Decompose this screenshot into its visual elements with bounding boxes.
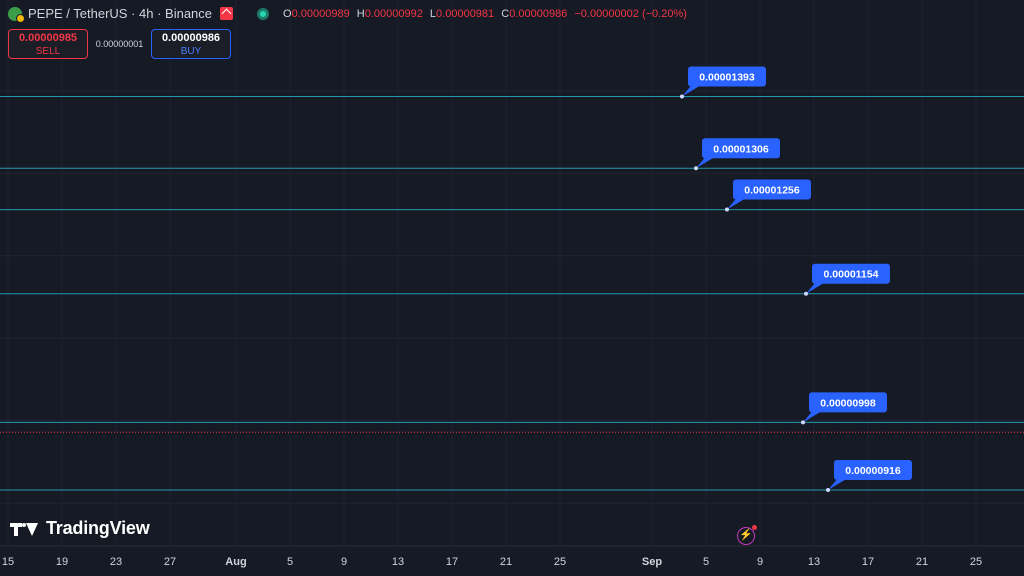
x-tick-label: 5 — [703, 556, 709, 568]
level-label-text: 0.00001154 — [824, 269, 879, 281]
x-tick-label: 9 — [757, 556, 763, 568]
callout-pointer — [682, 84, 702, 97]
level-label-text: 0.00000998 — [820, 397, 876, 409]
tradingview-logo[interactable]: TradingView — [10, 518, 150, 539]
x-tick-label: 19 — [56, 556, 68, 568]
level-anchor — [801, 420, 805, 425]
x-tick-label: 17 — [446, 556, 458, 568]
x-tick-label: 25 — [554, 556, 566, 568]
level-label-text: 0.00001393 — [699, 72, 755, 84]
x-tick-label: 5 — [287, 556, 293, 568]
level-label-box — [812, 263, 890, 284]
level-label-box — [809, 392, 887, 413]
level-label-box — [834, 460, 912, 481]
callout-pointer — [696, 156, 716, 169]
x-tick-label: 13 — [808, 556, 820, 568]
level-anchor — [694, 166, 698, 171]
price-change: −0.00000002 (−0.20%) — [574, 7, 687, 20]
level-anchor — [680, 94, 684, 99]
pepe-coin-icon — [8, 6, 25, 23]
symbol-title[interactable]: PEPE / TetherUS · 4h · Binance — [28, 6, 213, 21]
x-tick-label: 9 — [341, 556, 347, 568]
callout-pointer — [803, 410, 823, 423]
callout-pointer — [727, 197, 747, 210]
spread-value: 0.00000001 — [95, 39, 144, 49]
x-tick-label: 23 — [110, 556, 122, 568]
level-label-box — [733, 179, 811, 200]
x-tick-label: 17 — [862, 556, 874, 568]
level-anchor — [826, 488, 830, 493]
callout-pointer — [828, 478, 848, 491]
level-label-box — [702, 138, 780, 159]
level-anchor — [804, 291, 808, 296]
market-status-icon[interactable] — [257, 7, 270, 20]
level-label-text: 0.00001306 — [713, 143, 769, 155]
callout-pointer — [806, 281, 826, 294]
lightning-icon[interactable]: ⚡ — [737, 525, 757, 545]
trade-panel: 0.00000985 SELL 0.00000001 0.00000986 BU… — [8, 29, 231, 59]
sell-button[interactable]: 0.00000985 SELL — [8, 29, 88, 59]
buy-button[interactable]: 0.00000986 BUY — [151, 29, 231, 59]
x-tick-label: 21 — [500, 556, 512, 568]
x-tick-label: 15 — [2, 556, 14, 568]
level-label-text: 0.00001256 — [744, 185, 800, 197]
ohlc-readout: O0.00000989 H0.00000992 L0.00000981 C0.0… — [283, 7, 687, 20]
x-tick-label: Aug — [225, 556, 246, 568]
x-tick-label: Sep — [642, 556, 662, 568]
x-tick-label: 13 — [392, 556, 404, 568]
chart-header: PEPE / TetherUS · 4h · Binance O0.000009… — [8, 6, 691, 23]
level-anchor — [725, 207, 729, 212]
x-tick-label: 21 — [916, 556, 928, 568]
level-label-text: 0.00000916 — [845, 465, 901, 477]
tradingview-logo-icon — [10, 520, 40, 538]
level-label-box — [688, 66, 766, 87]
x-tick-label: 27 — [164, 556, 176, 568]
flag-icon[interactable] — [220, 7, 234, 20]
x-tick-label: 25 — [970, 556, 982, 568]
